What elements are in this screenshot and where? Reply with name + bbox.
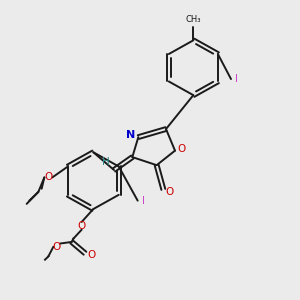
Text: H: H — [102, 157, 110, 167]
Text: O: O — [44, 172, 52, 182]
Text: CH₃: CH₃ — [186, 15, 201, 24]
Text: O: O — [165, 187, 173, 197]
Text: I: I — [235, 74, 238, 84]
Text: O: O — [87, 250, 95, 260]
Text: I: I — [142, 196, 145, 206]
Text: O: O — [77, 221, 86, 231]
Text: O: O — [52, 242, 61, 252]
Text: N: N — [126, 130, 136, 140]
Text: O: O — [177, 144, 185, 154]
